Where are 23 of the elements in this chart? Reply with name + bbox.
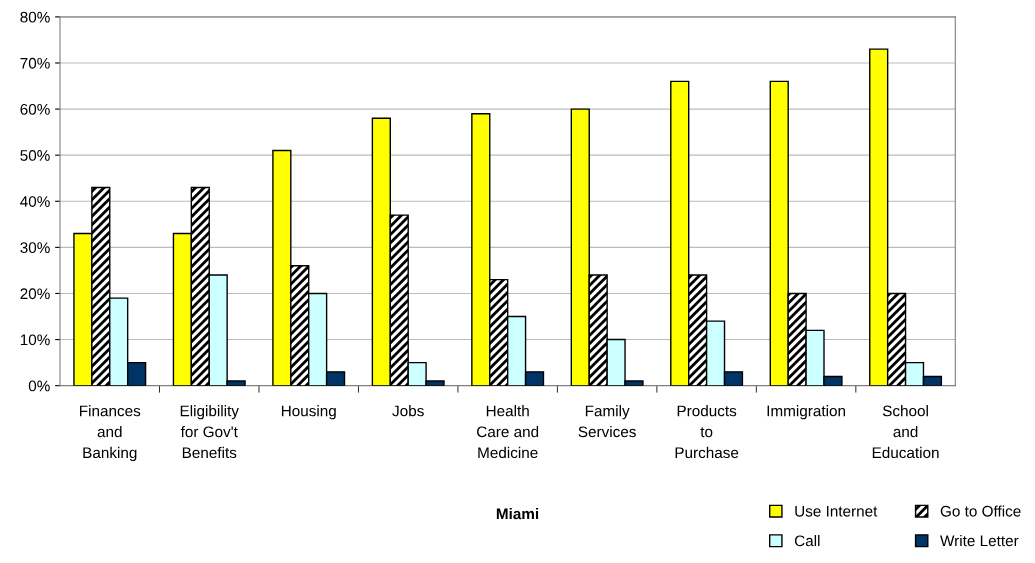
x-tick-label: Jobs [392,405,424,417]
legend-label: Go to Office [940,505,1021,517]
y-tick-label: 60% [20,103,50,115]
x-tick-label: Family Services [578,405,636,438]
x-tick-label: Eligibility for Gov't Benefits [180,405,239,459]
x-tick-label: Products to Purchase [675,405,739,459]
x-axis-title: Miami [496,508,539,520]
x-tick-label: Health Care and Medicine [477,405,539,459]
y-tick-label: 70% [20,57,50,69]
x-tick-label: Housing [281,405,336,420]
y-tick-label: 50% [20,150,50,161]
y-tick-label: 0% [28,380,50,392]
legend-label: Use Internet [795,505,878,517]
y-tick-label: 10% [20,334,50,346]
y-tick-label: 80% [20,11,50,23]
x-tick-label: Finances and Banking [80,405,141,462]
legend-label: Call [794,535,820,547]
x-tick-label: Immigration [767,405,846,420]
y-tick-label: 30% [20,242,50,254]
legend-label: Write Letter [940,535,1019,547]
y-tick-label: 40% [20,196,50,207]
x-tick-label: School and Education [872,405,939,459]
y-tick-label: 20% [20,288,50,300]
